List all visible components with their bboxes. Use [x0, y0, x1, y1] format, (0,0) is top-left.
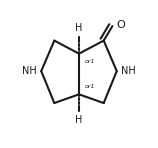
- Text: or1: or1: [85, 59, 95, 65]
- Text: H: H: [75, 115, 83, 125]
- Text: NH: NH: [22, 66, 37, 76]
- Text: H: H: [75, 23, 83, 33]
- Text: or1: or1: [85, 83, 95, 89]
- Text: NH: NH: [121, 66, 136, 76]
- Text: O: O: [117, 20, 125, 30]
